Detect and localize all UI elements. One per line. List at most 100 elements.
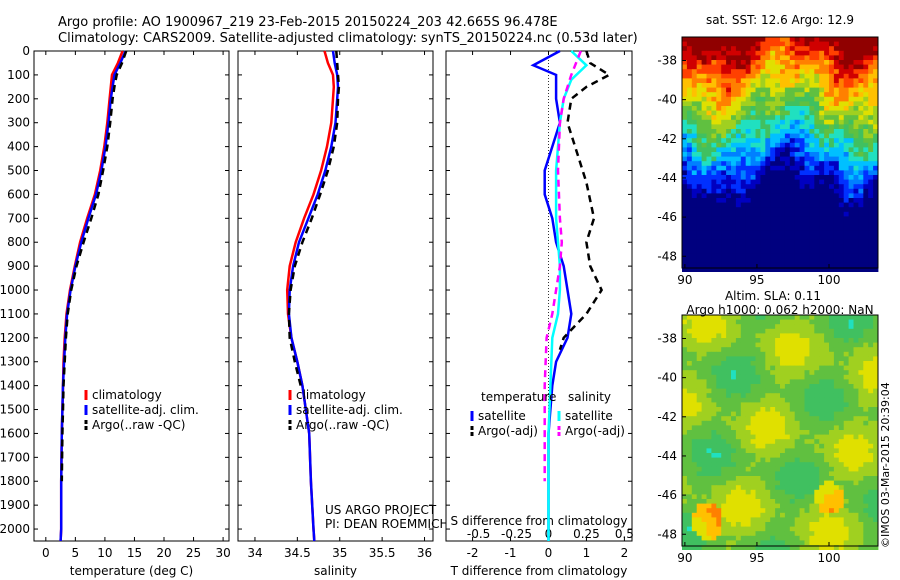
sst-map-cell <box>696 92 702 98</box>
sst-map-cell <box>868 119 874 125</box>
sla-map-cell <box>760 370 766 376</box>
sla-map-cell <box>711 430 717 435</box>
sla-map-cell <box>706 503 712 509</box>
sst-map-cell <box>735 234 742 240</box>
sst-map-cell <box>838 73 845 79</box>
sla-map-cell <box>770 328 776 334</box>
sst-map-cell <box>735 198 742 203</box>
sst-map-cell <box>682 73 688 79</box>
sst-map-cell <box>740 257 747 263</box>
sla-map-cell <box>682 512 688 518</box>
sla-map-cell <box>829 374 835 380</box>
sla-map-cell <box>770 365 776 371</box>
sla-map-cell <box>838 499 845 504</box>
sla-map-cell <box>819 434 825 440</box>
sla-map-cell <box>701 545 707 550</box>
sla-map-cell <box>819 420 825 426</box>
sla-map-cell <box>686 356 693 362</box>
sst-map-cell <box>706 198 712 203</box>
sla-map-cell <box>848 535 854 541</box>
sst-map-cell <box>706 133 712 139</box>
sst-map-cell <box>775 133 781 139</box>
sla-map-cell <box>775 494 781 500</box>
sst-map-cell <box>873 37 879 42</box>
sst-map-cell <box>740 188 747 194</box>
sst-map-cell <box>868 152 874 157</box>
sla-map-cell <box>819 489 825 495</box>
sla-map-cell <box>873 443 879 449</box>
sla-map-cell <box>784 425 791 431</box>
sst-map-cell <box>755 119 761 125</box>
sst-map-cell <box>701 165 707 171</box>
sla-map-cell <box>804 522 810 527</box>
sla-map-cell <box>858 425 864 431</box>
sla-map-cell <box>701 379 707 385</box>
sst-map-cell <box>701 230 707 236</box>
sla-map-cell <box>873 416 879 422</box>
sla-map-cell <box>760 420 766 426</box>
sla-map-cell <box>848 480 854 486</box>
sst-map-cell <box>814 101 820 107</box>
sst-map-cell <box>809 124 815 130</box>
sla-map-cell <box>848 434 854 440</box>
sla-map-cell <box>858 361 864 366</box>
sst-map-cell <box>716 106 722 111</box>
sst-map-cell <box>858 83 864 88</box>
sst-map-cell <box>848 170 854 176</box>
sla-map-cell <box>721 420 727 426</box>
sst-map-cell <box>740 73 747 79</box>
sst-map-cell <box>858 253 864 259</box>
sst-map-cell <box>853 60 859 65</box>
sst-map-cell <box>745 119 751 125</box>
sla-map-cell <box>721 434 727 440</box>
sla-map-cell <box>735 476 742 481</box>
sla-map-cell <box>843 471 849 477</box>
sla-map-cell <box>824 407 830 412</box>
sst-map-cell <box>701 253 707 259</box>
sst-map-cell <box>784 106 791 111</box>
sst-map-cell <box>858 115 864 121</box>
sst-map-cell <box>740 115 747 121</box>
sst-map-cell <box>706 184 712 190</box>
sst-map-cell <box>760 73 766 79</box>
sst-map-cell <box>780 188 786 194</box>
sla-map-cell <box>740 522 747 527</box>
sst-map-cell <box>789 267 796 272</box>
sst-map-cell <box>735 119 742 125</box>
sst-map-cell <box>829 216 835 222</box>
sst-map-cell <box>843 115 849 121</box>
sst-map-cell <box>819 156 825 162</box>
sst-map-cell <box>686 198 693 203</box>
sla-map-cell <box>809 494 815 500</box>
sla-map-cell <box>770 420 776 426</box>
sst-xtick-label: 90 <box>677 273 692 287</box>
sst-map-cell <box>829 248 835 254</box>
sst-map-cell <box>824 78 830 84</box>
sst-map-cell <box>819 69 825 75</box>
sla-map-cell <box>853 347 859 353</box>
sla-map-cell <box>829 489 835 495</box>
sla-map-cell <box>760 384 766 389</box>
sst-map-cell <box>711 257 717 263</box>
sst-map-cell <box>686 262 693 268</box>
sla-map-cell <box>873 388 879 394</box>
sst-map-cell <box>765 225 771 231</box>
sst-map-cell <box>745 69 751 75</box>
sst-map-cell <box>843 55 849 61</box>
sst-map-cell <box>696 165 702 171</box>
sst-map-cell <box>682 83 688 88</box>
sst-map-cell <box>691 119 698 125</box>
sla-map-cell <box>735 448 742 454</box>
sst-map-cell <box>838 225 845 231</box>
sst-map-cell <box>833 101 840 107</box>
sla-map-cell <box>868 393 874 399</box>
sst-map-cell <box>789 64 796 70</box>
sst-map-cell <box>760 64 766 70</box>
sla-map-cell <box>721 324 727 330</box>
sla-map-cell <box>765 443 771 449</box>
sst-map-cell <box>819 124 825 130</box>
sst-map-cell <box>760 234 766 240</box>
sla-map-cell <box>819 531 825 537</box>
sla-map-cell <box>799 480 805 486</box>
sst-map-cell <box>686 248 693 254</box>
